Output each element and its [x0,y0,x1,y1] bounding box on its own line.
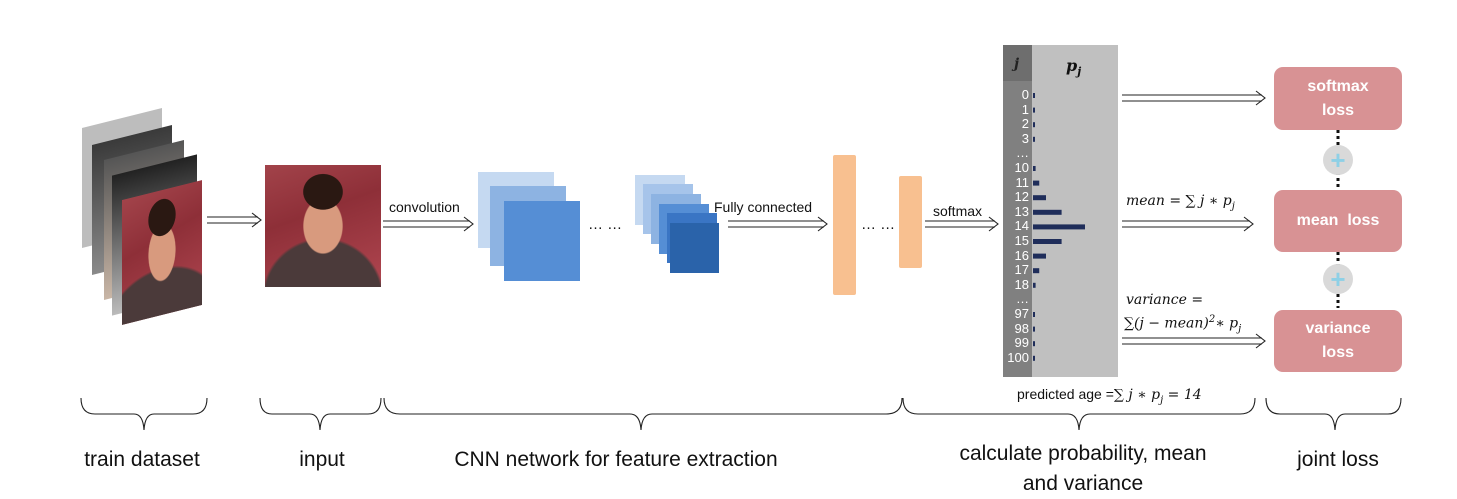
stage-input: input [299,448,345,471]
table-row-label: … [1016,291,1029,307]
fc-layer-1 [833,155,856,295]
arrow-train-to-input [207,212,262,228]
table-row-label: 2 [1021,116,1029,132]
predicted-sub: j [1160,394,1164,406]
probability-bar [1033,93,1035,98]
fully-connected-label: Fully connected [714,199,813,215]
arrow-to-softmax-loss [1122,90,1266,106]
probability-bar [1033,326,1035,332]
softmax-loss-line2: loss [1321,101,1354,119]
probability-bar [1033,224,1085,230]
table-header-j: j [1014,56,1020,72]
variance-sup: 2 [1208,314,1216,325]
probability-bar [1033,136,1035,142]
table-row-label: 12 [1014,189,1029,205]
table-header-j-cell [1003,45,1032,81]
probability-bar [1033,268,1040,274]
softmax-label: softmax [933,203,983,219]
table-row-label: 17 [1014,262,1029,278]
mean-formula-text: mean = ∑ j ∗ p [1126,193,1232,209]
variance-loss-box: variance loss [1274,310,1402,372]
arrow-convolution [383,216,474,232]
probability-bar [1033,239,1062,244]
variance-sub: j [1238,323,1242,335]
table-header-p: pj [1066,56,1081,78]
variance-formula-line2: ∑(j − mean)2∗ pj [1124,314,1241,334]
dots-2: … … [861,216,896,233]
plus-icon-2: + [1323,264,1353,294]
table-row-label: … [1016,145,1029,161]
cnn-block-9 [670,223,719,273]
plus-icon-1: + [1323,145,1353,175]
input-face-image [265,165,381,287]
stage-calc-line1: calculate probability, mean [959,442,1207,465]
table-row-label: 99 [1014,335,1029,351]
arrow-softmax [925,216,999,232]
table-row-label: 15 [1014,233,1029,248]
probability-bar [1033,180,1040,186]
predicted-age: predicted age =∑ j ∗ pj = 14 [1017,386,1202,406]
variance-formula-line1: variance = [1126,292,1204,308]
probability-bar [1033,341,1035,347]
stage-calc-line2: and variance [1022,472,1144,495]
table-row-label: 97 [1014,306,1029,321]
convolution-label: convolution [389,199,460,215]
brace-train [80,397,208,431]
arrow-to-mean-loss [1122,216,1254,232]
predicted-label: predicted age = [1017,386,1114,402]
header-p-sub: j [1077,65,1082,79]
probability-bar [1033,253,1046,259]
table-row-label: 10 [1014,160,1029,175]
predicted-value: = 14 [1167,387,1202,403]
variance-loss-line1: variance [1305,320,1371,337]
probability-bar [1033,195,1046,201]
table-row-label: 11 [1015,174,1030,190]
dots-1: … … [588,216,623,233]
table-j-column [1003,45,1032,377]
probability-bar [1033,122,1035,128]
cnn-block-3 [504,201,580,281]
stage-joint-loss: joint loss [1297,448,1379,471]
probability-bar [1033,355,1035,361]
arrow-fully-connected [728,216,828,232]
stage-train-dataset: train dataset [84,448,200,471]
probability-bar [1033,282,1036,288]
softmax-loss-line1: softmax [1307,77,1369,95]
table-row-label: 1 [1021,101,1029,117]
variance-line2-text: ∑(j − mean) [1124,315,1209,332]
table-row-label: 0 [1021,87,1029,102]
mean-formula: mean = ∑ j ∗ pj [1126,193,1235,212]
table-row-label: 13 [1014,203,1029,219]
softmax-loss-box: softmax loss [1274,67,1402,130]
stage-cnn: CNN network for feature extraction [454,448,778,471]
header-p-text: p [1066,56,1078,75]
brace-input [259,397,382,431]
arrow-to-variance-loss [1122,333,1266,349]
table-row-label: 14 [1014,218,1029,234]
table-row-label: 100 [1007,349,1029,365]
predicted-formula: ∑ j ∗ p [1113,387,1161,403]
brace-joint [1265,397,1402,431]
brace-cnn [383,397,903,431]
table-row-label: 3 [1021,130,1029,146]
mean-loss-label: mean loss [1296,212,1380,229]
brace-calc [902,397,1256,431]
probability-bar [1033,166,1036,171]
fc-layer-2 [899,176,922,268]
probability-bar [1033,209,1062,215]
mean-formula-sub: j [1231,200,1235,212]
variance-loss-line2: loss [1321,344,1354,361]
probability-bars [1033,93,1085,361]
probability-bar [1033,312,1035,317]
table-row-label: 16 [1014,247,1029,263]
probability-bar [1033,107,1035,113]
table-row-label: 98 [1014,320,1029,336]
variance-tail: ∗ p [1215,315,1239,332]
mean-loss-box: mean loss [1274,190,1402,252]
table-row-label: 18 [1014,276,1029,292]
